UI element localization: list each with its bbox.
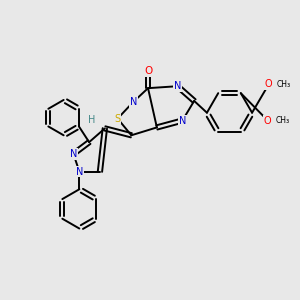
Text: H: H <box>88 115 96 124</box>
Text: O: O <box>264 116 272 126</box>
Text: N: N <box>70 149 77 159</box>
Text: N: N <box>179 116 186 126</box>
Text: N: N <box>76 167 83 177</box>
Text: CH₃: CH₃ <box>277 80 291 89</box>
Text: O: O <box>265 79 273 89</box>
Text: N: N <box>174 81 181 91</box>
Text: S: S <box>115 114 121 124</box>
Text: O: O <box>144 67 152 76</box>
Text: N: N <box>130 97 137 107</box>
Text: CH₃: CH₃ <box>276 116 290 125</box>
